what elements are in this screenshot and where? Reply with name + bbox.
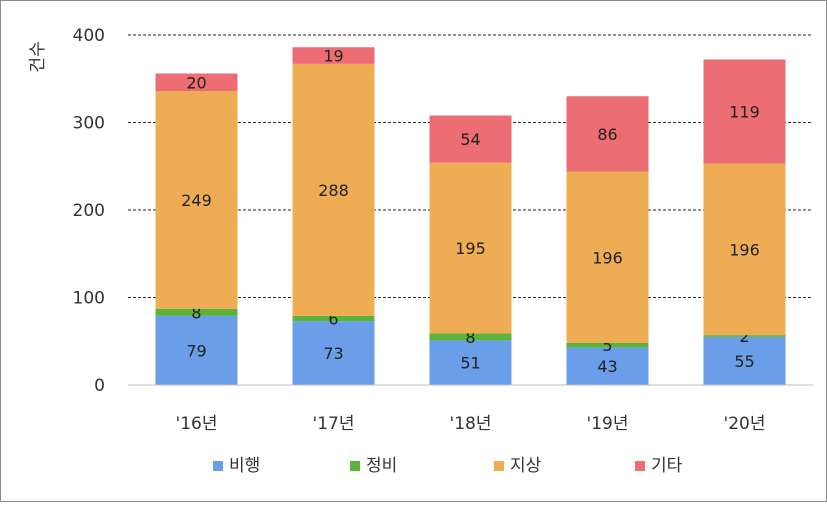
- bars: 79 8 249 20 73 6 288 19 51 8 195 54 43 5 196 86 55 2 196 11…: [155, 47, 786, 385]
- data-label: 195: [455, 239, 486, 258]
- bar-segment: [292, 47, 375, 64]
- bar-segment: [566, 347, 649, 385]
- x-tick-label: '18년: [450, 414, 492, 434]
- bar-segment: [429, 333, 512, 341]
- y-tick-label: 300: [73, 114, 105, 134]
- bar-segment: [566, 343, 649, 348]
- data-label: 196: [592, 248, 623, 267]
- data-label: 288: [318, 181, 349, 200]
- bar-segment: [155, 73, 238, 91]
- data-label: 43: [597, 357, 617, 376]
- legend: 비행 정비 지상 기타: [213, 456, 683, 476]
- bar-segment: [429, 162, 512, 334]
- bar-segment: [429, 115, 512, 163]
- y-tick-label: 100: [73, 289, 105, 309]
- y-tick-label: 200: [73, 201, 105, 221]
- data-label: 196: [729, 240, 760, 259]
- x-tick-label: '17년: [313, 414, 355, 434]
- legend-swatch: [350, 461, 360, 471]
- x-tick-label: '19년: [587, 414, 629, 434]
- bar-segment: [703, 336, 786, 385]
- y-axis: 0 100 200 300 400: [73, 26, 105, 396]
- data-label: 2: [739, 327, 749, 346]
- bar-segment: [703, 335, 786, 337]
- legend-swatch: [494, 461, 504, 471]
- y-axis-label: 건수: [28, 41, 48, 72]
- data-label: 119: [729, 103, 760, 122]
- bar-segment: [155, 308, 238, 316]
- data-label: 73: [323, 344, 343, 363]
- data-label: 20: [186, 73, 206, 92]
- legend-label: 지상: [510, 456, 542, 476]
- bar-segment: [292, 321, 375, 385]
- data-label: 6: [328, 310, 338, 329]
- legend-label: 기타: [651, 456, 683, 476]
- data-label: 55: [734, 352, 754, 371]
- x-axis: '16년 '17년 '18년 '19년 '20년: [128, 384, 813, 434]
- bar-segment: [292, 315, 375, 322]
- x-tick-label: '16년: [176, 414, 218, 434]
- data-label: 51: [460, 354, 480, 373]
- bar-segment: [155, 91, 238, 309]
- legend-swatch: [213, 461, 223, 471]
- bar-segment: [566, 96, 649, 172]
- legend-label: 정비: [366, 456, 397, 476]
- data-label: 5: [602, 336, 612, 355]
- data-label: 19: [323, 47, 343, 66]
- bar-segment: [566, 171, 649, 343]
- legend-swatch: [635, 461, 645, 471]
- data-label: 8: [191, 303, 201, 322]
- data-label: 249: [181, 191, 212, 210]
- y-tick-label: 0: [94, 376, 105, 396]
- bar-segment: [292, 63, 375, 316]
- bar-segment: [429, 340, 512, 385]
- bar-segment: [155, 315, 238, 385]
- data-label: 54: [460, 130, 480, 149]
- bar-segment: [703, 59, 786, 164]
- bar-segment: [703, 163, 786, 336]
- y-tick-label: 400: [73, 26, 105, 46]
- data-label: 86: [597, 125, 617, 144]
- data-label: 79: [186, 341, 206, 360]
- x-tick-label: '20년: [724, 414, 766, 434]
- data-label: 8: [465, 328, 475, 347]
- legend-label: 비행: [229, 456, 260, 476]
